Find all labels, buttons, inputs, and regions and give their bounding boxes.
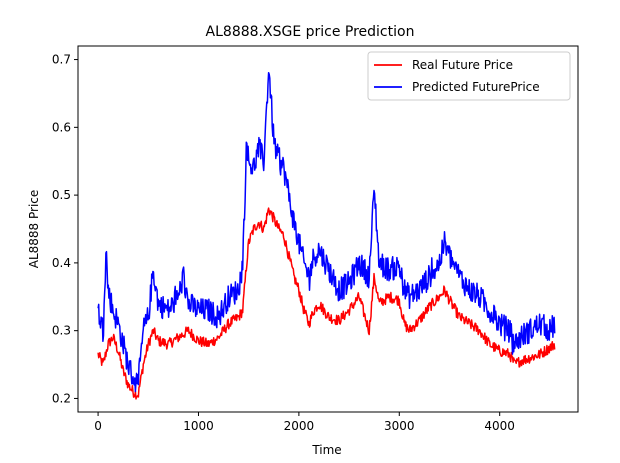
- legend: Real Future Price Predicted FuturePrice: [367, 51, 571, 101]
- y-tick-label: 0.4: [52, 256, 71, 270]
- legend-box: [367, 51, 571, 101]
- series-lines: [97, 71, 556, 400]
- x-tick-label: 0: [94, 419, 102, 433]
- y-tick-label: 0.7: [52, 53, 71, 67]
- y-tick-label: 0.6: [52, 120, 71, 134]
- plot-area: [77, 45, 579, 413]
- x-axis-label: Time: [311, 443, 341, 457]
- y-tick-label: 0.3: [52, 324, 71, 338]
- x-tick-label: 2000: [284, 419, 315, 433]
- axes-frame: [77, 45, 579, 413]
- series-line-predicted: [97, 71, 556, 393]
- y-axis-ticks: 0.2 0.3 0.4 0.5 0.6 0.7: [52, 53, 78, 405]
- x-tick-label: 1000: [183, 419, 214, 433]
- x-axis-ticks: 0 1000 2000 3000 4000: [94, 412, 515, 433]
- legend-entry: Real Future Price: [412, 58, 513, 72]
- chart-title: AL8888.XSGE price Prediction: [206, 24, 415, 40]
- y-tick-label: 0.2: [52, 391, 71, 405]
- legend-entry: Predicted FuturePrice: [412, 80, 540, 94]
- series-line-real: [97, 207, 556, 400]
- y-tick-label: 0.5: [52, 188, 71, 202]
- x-tick-label: 3000: [384, 419, 415, 433]
- y-axis-label: AL8888 Price: [27, 190, 41, 269]
- x-tick-label: 4000: [484, 419, 515, 433]
